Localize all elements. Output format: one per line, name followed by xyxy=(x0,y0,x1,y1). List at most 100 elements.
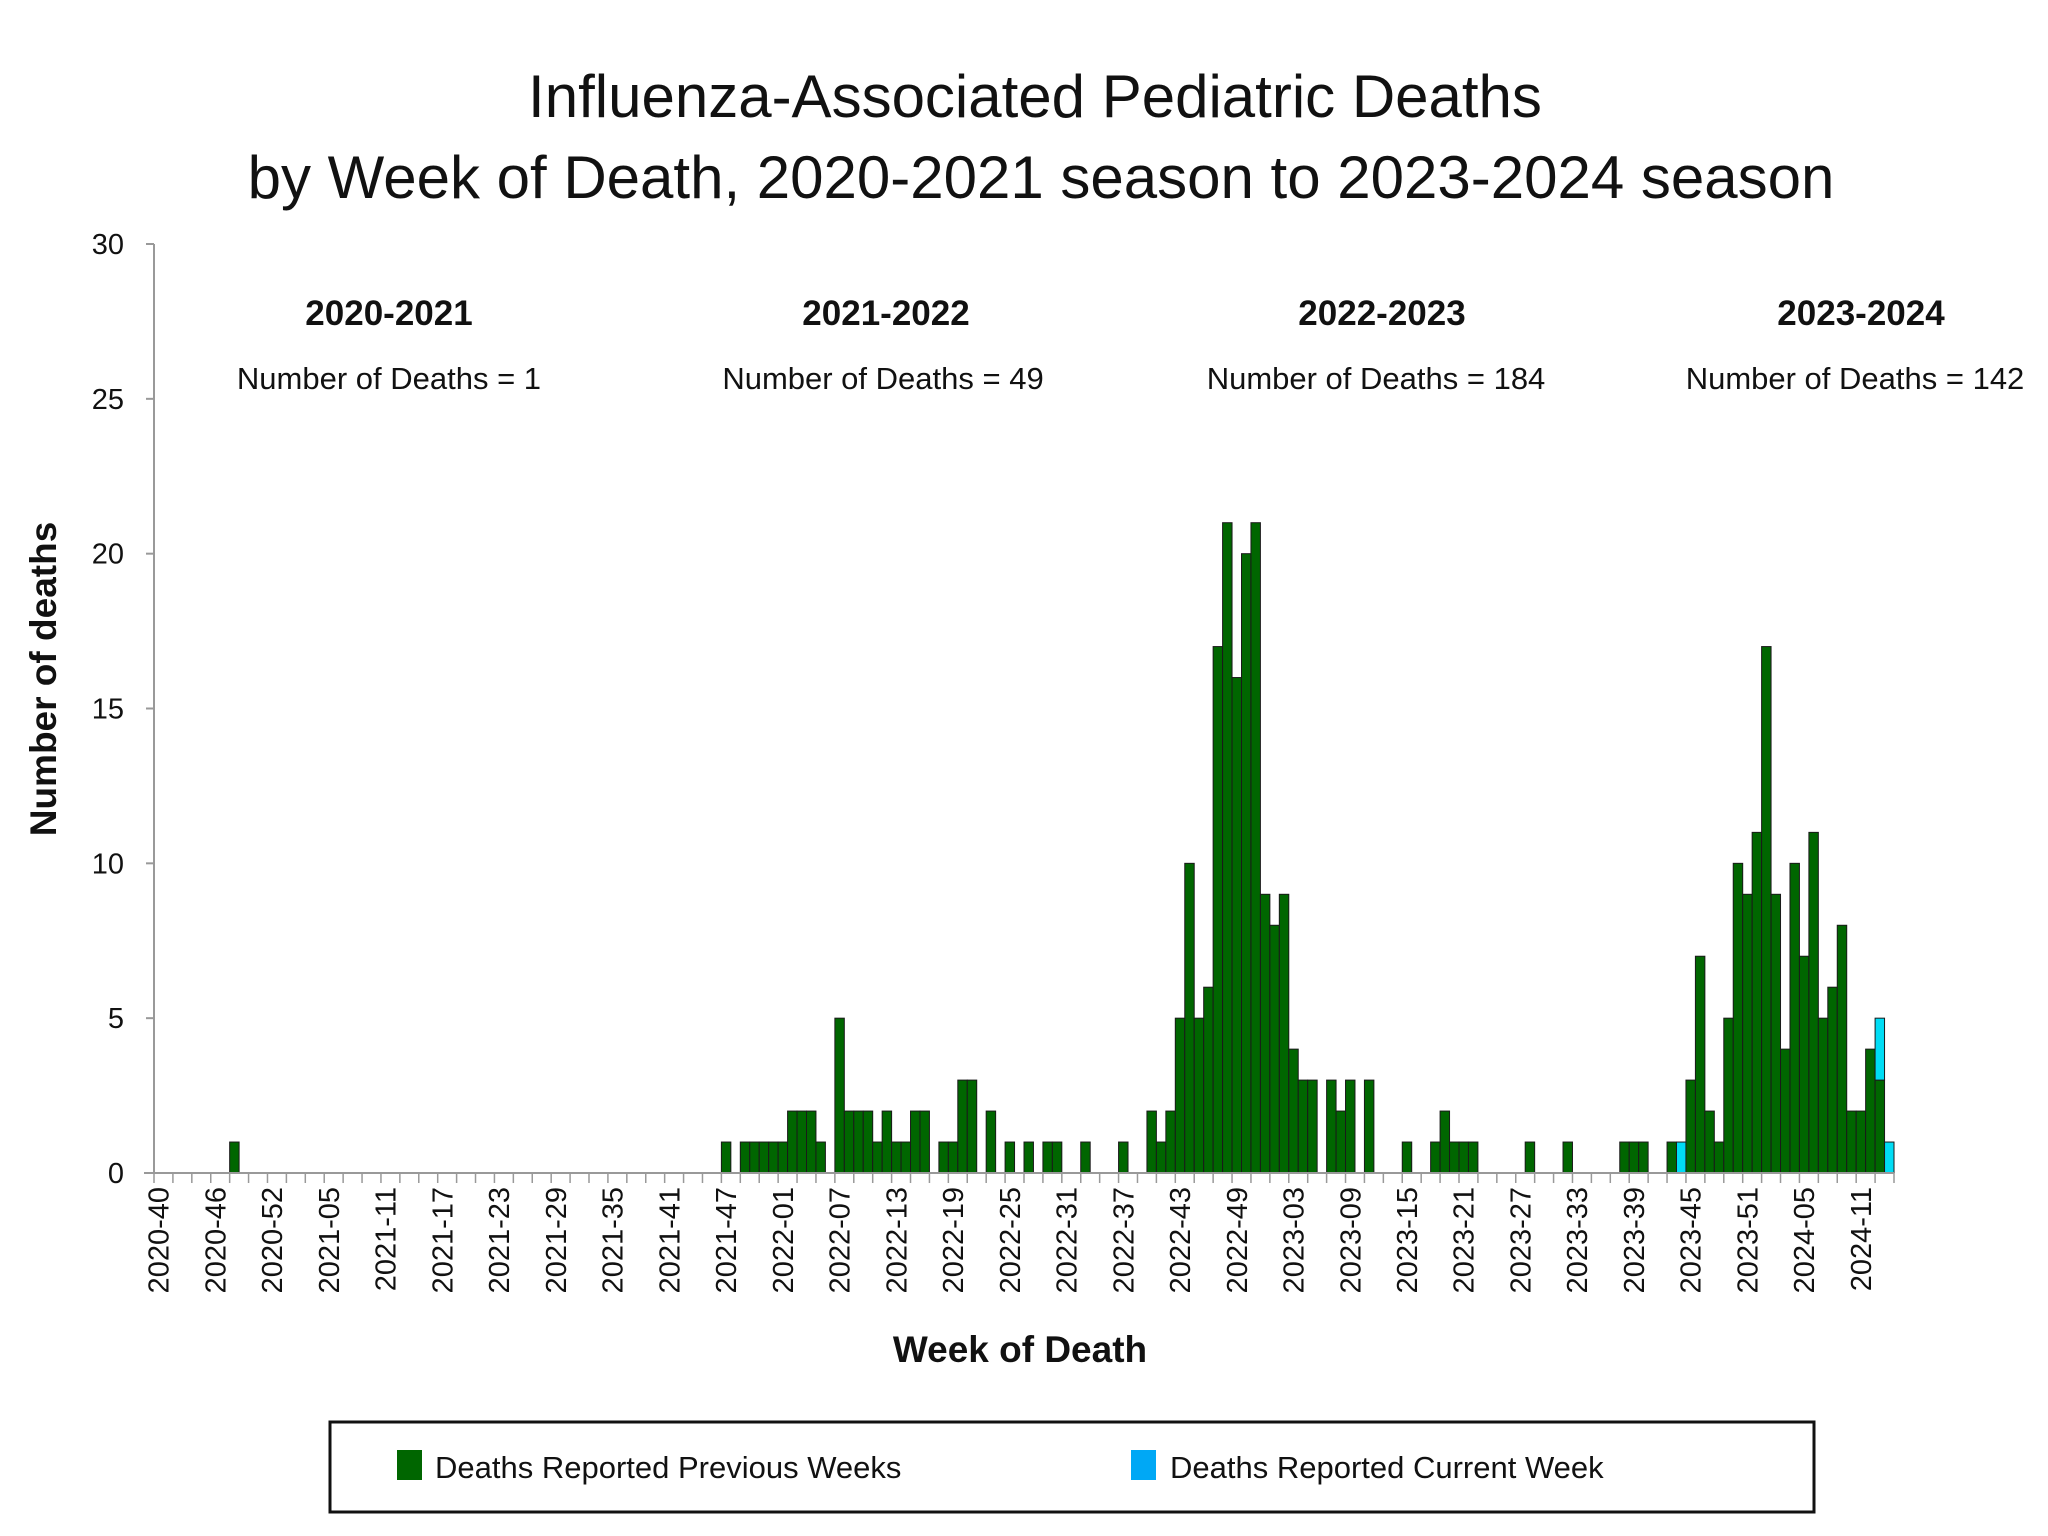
bar-previous-weeks xyxy=(834,1017,845,1174)
bar-previous-weeks xyxy=(910,1110,921,1174)
chart-title-line-2: by Week of Death, 2020-2021 season to 20… xyxy=(248,144,1835,211)
y-tick-label: 15 xyxy=(92,694,124,726)
bar-previous-weeks xyxy=(1874,1079,1886,1174)
bar-previous-weeks xyxy=(1855,1110,1867,1174)
bar-previous-weeks xyxy=(796,1110,807,1174)
bar-previous-weeks xyxy=(1193,1017,1205,1174)
bar-previous-weeks xyxy=(919,1110,930,1174)
x-tick-label: 2022-49 xyxy=(1222,1187,1254,1293)
bar-previous-weeks xyxy=(1562,1141,1573,1174)
bar-previous-weeks xyxy=(938,1141,949,1174)
season-death-count: Number of Deaths = 142 xyxy=(1686,361,2025,396)
bar-previous-weeks xyxy=(1278,893,1290,1174)
season-death-count: Number of Deaths = 184 xyxy=(1207,361,1546,396)
legend: Deaths Reported Previous Weeks Deaths Re… xyxy=(328,1420,1816,1514)
bar-previous-weeks xyxy=(872,1141,883,1174)
bar-previous-weeks xyxy=(1174,1017,1186,1174)
bar-previous-weeks xyxy=(815,1141,826,1174)
bar-previous-weeks xyxy=(749,1141,760,1174)
bar-previous-weeks xyxy=(1042,1141,1053,1174)
bar-previous-weeks xyxy=(229,1141,240,1174)
season-annotations: 2020-2021 Number of Deaths = 1 2021-2022… xyxy=(237,294,2024,396)
y-tick-label: 5 xyxy=(108,1003,124,1035)
x-tick-label: 2021-05 xyxy=(314,1187,346,1293)
bar-previous-weeks xyxy=(843,1110,855,1174)
bar-previous-weeks xyxy=(966,1079,978,1174)
bar-previous-weeks xyxy=(1430,1141,1441,1174)
x-tick-label: 2020-40 xyxy=(144,1187,176,1293)
bar-previous-weeks xyxy=(1770,893,1782,1174)
bar-previous-weeks xyxy=(1307,1079,1318,1174)
bar-previous-weeks xyxy=(768,1141,779,1174)
bar-previous-weeks xyxy=(1297,1079,1309,1174)
x-tick-label: 2021-41 xyxy=(654,1187,686,1293)
x-tick-label: 2020-46 xyxy=(200,1187,232,1293)
bar-previous-weeks xyxy=(900,1141,912,1174)
x-tick-label: 2022-25 xyxy=(995,1187,1027,1293)
x-tick-label: 2022-07 xyxy=(825,1187,857,1293)
legend-box xyxy=(328,1420,1816,1514)
bar-previous-weeks xyxy=(1808,831,1819,1174)
bar-previous-weeks xyxy=(1789,862,1800,1174)
bar-previous-weeks xyxy=(1155,1141,1167,1174)
bar-previous-weeks xyxy=(1326,1079,1337,1174)
chart-title-line-1: Influenza-Associated Pediatric Deaths xyxy=(528,63,1542,130)
bar-previous-weeks xyxy=(1666,1141,1677,1174)
bar-previous-weeks xyxy=(1439,1110,1451,1174)
x-tick-label: 2022-31 xyxy=(1052,1187,1084,1293)
bar-previous-weeks xyxy=(1694,955,1706,1174)
bar-current-week xyxy=(1874,1017,1886,1081)
y-tick-label: 30 xyxy=(92,229,124,261)
bar-previous-weeks xyxy=(1685,1079,1696,1174)
bar-previous-weeks xyxy=(853,1110,864,1174)
x-tick-label: 2022-19 xyxy=(938,1187,970,1293)
x-tick-label: 2020-52 xyxy=(257,1187,289,1293)
bar-previous-weeks xyxy=(1165,1110,1176,1174)
bar-previous-weeks xyxy=(1638,1141,1649,1174)
x-tick-label: 2023-15 xyxy=(1392,1187,1424,1293)
x-tick-label: 2024-11 xyxy=(1846,1187,1878,1291)
bar-previous-weeks xyxy=(1184,862,1195,1174)
bar-previous-weeks xyxy=(1713,1141,1725,1174)
bar-current-week xyxy=(1676,1141,1687,1174)
x-tick-label: 2023-33 xyxy=(1562,1187,1594,1293)
legend-swatch-previous-weeks xyxy=(397,1450,422,1480)
bar-previous-weeks xyxy=(1524,1141,1536,1174)
season-label: 2022-2023 xyxy=(1298,294,1465,333)
bar-previous-weeks xyxy=(1458,1141,1469,1174)
bar-previous-weeks xyxy=(985,1110,997,1174)
y-tick-label: 0 xyxy=(108,1158,124,1190)
y-tick-label: 25 xyxy=(92,384,124,416)
bar-previous-weeks xyxy=(1619,1141,1630,1174)
x-tick-label: 2023-03 xyxy=(1279,1187,1311,1293)
x-tick-label: 2023-45 xyxy=(1676,1187,1708,1293)
bar-previous-weeks xyxy=(787,1110,798,1174)
bar-previous-weeks xyxy=(1051,1141,1063,1174)
bar-previous-weeks xyxy=(1212,646,1224,1174)
x-tick-label: 2022-13 xyxy=(881,1187,913,1293)
x-tick-label: 2022-01 xyxy=(768,1187,800,1293)
bar-previous-weeks xyxy=(1222,522,1233,1174)
bar-previous-weeks xyxy=(1827,986,1838,1174)
x-tick-label: 2021-47 xyxy=(711,1187,743,1293)
bar-previous-weeks xyxy=(758,1141,770,1174)
bar-previous-weeks xyxy=(1761,646,1772,1174)
x-tick-label: 2023-09 xyxy=(1335,1187,1367,1293)
bar-previous-weeks xyxy=(1250,522,1261,1174)
bars xyxy=(229,522,1895,1174)
bar-previous-weeks xyxy=(1231,677,1242,1174)
bar-previous-weeks xyxy=(1023,1141,1034,1174)
bar-previous-weeks xyxy=(1004,1141,1016,1174)
x-tick-label: 2021-23 xyxy=(484,1187,516,1293)
bar-previous-weeks xyxy=(739,1141,751,1174)
bar-previous-weeks xyxy=(1780,1048,1791,1174)
bar-previous-weeks xyxy=(881,1110,893,1174)
bar-current-week xyxy=(1884,1141,1895,1174)
y-tick-label: 10 xyxy=(92,848,124,880)
x-tick-label: 2021-35 xyxy=(598,1187,630,1293)
bar-previous-weeks xyxy=(720,1141,732,1174)
bar-previous-weeks xyxy=(1467,1141,1479,1174)
x-tick-label: 2023-39 xyxy=(1619,1187,1651,1293)
bar-previous-weeks xyxy=(947,1141,959,1174)
